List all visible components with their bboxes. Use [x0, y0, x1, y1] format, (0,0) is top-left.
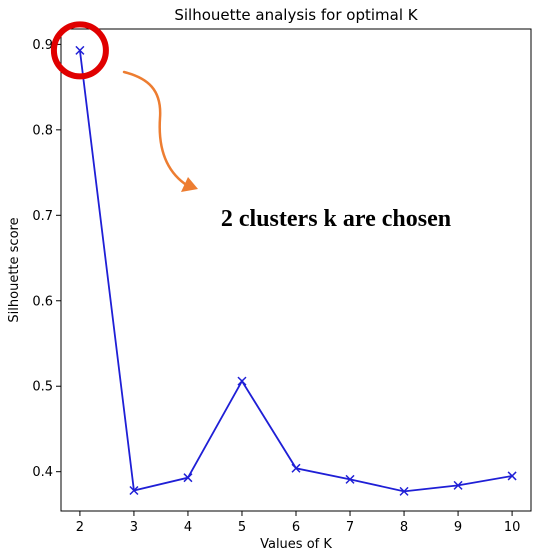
x-tick-label: 2	[76, 520, 84, 535]
y-tick-label: 0.6	[32, 294, 53, 309]
x-tick-label: 8	[400, 520, 408, 535]
data-point-marker	[75, 45, 85, 55]
y-axis: 0.4 0.5 0.6 0.7 0.8 0.9	[32, 38, 61, 480]
annotation-layer: 2 clusters k are chosen	[50, 21, 451, 232]
annotation-text: 2 clusters k are chosen	[221, 206, 451, 232]
data-point-marker	[129, 485, 139, 496]
y-tick-label: 0.5	[32, 380, 53, 395]
series-layer	[75, 45, 517, 496]
x-tick-label: 3	[130, 520, 138, 535]
annotation-arrowhead-icon	[181, 177, 198, 192]
x-tick-label: 5	[238, 520, 246, 535]
x-tick-label: 4	[184, 520, 192, 535]
y-tick-label: 0.7	[32, 209, 53, 224]
highlight-circle	[50, 21, 109, 80]
data-point-marker	[507, 471, 517, 481]
y-tick-label: 0.8	[32, 123, 53, 138]
x-axis-label: Values of K	[260, 537, 332, 552]
y-tick-label: 0.4	[32, 465, 53, 480]
series-line	[79, 50, 513, 493]
y-axis-label: Silhouette score	[7, 217, 22, 322]
data-point-marker	[291, 463, 301, 473]
chart-title: Silhouette analysis for optimal K	[174, 6, 418, 24]
y-tick-label: 0.9	[32, 38, 53, 53]
data-point-marker	[237, 376, 247, 386]
x-tick-label: 6	[292, 520, 300, 535]
x-tick-label: 10	[504, 520, 521, 535]
x-axis: 2 3 4 5 6 7 8 9 10	[76, 511, 521, 535]
plot-frame	[60, 28, 532, 512]
data-point-marker	[183, 473, 193, 483]
x-tick-label: 9	[454, 520, 462, 535]
x-tick-label: 7	[346, 520, 354, 535]
data-point-marker	[453, 480, 463, 490]
data-point-marker	[345, 474, 355, 484]
annotation-arrow	[122, 70, 190, 188]
data-point-marker	[399, 486, 409, 496]
